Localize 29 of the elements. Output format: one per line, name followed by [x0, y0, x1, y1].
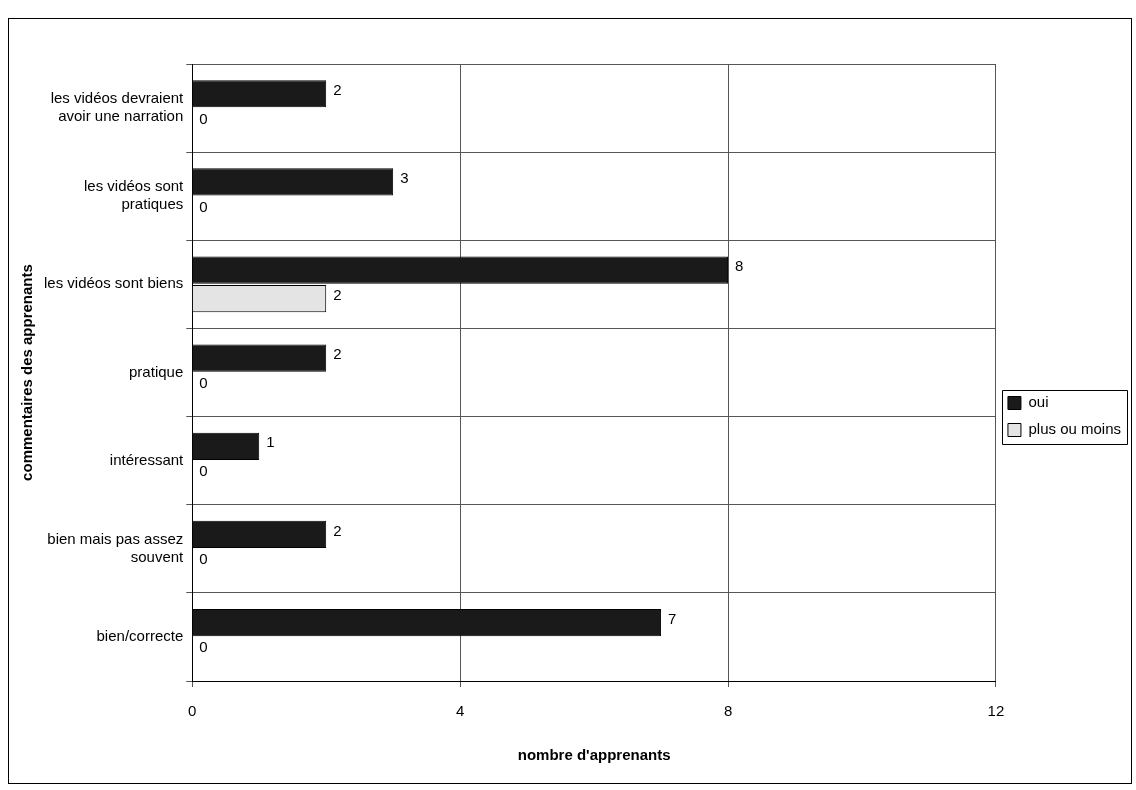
data-label: 1 [266, 433, 275, 451]
data-label: 7 [668, 609, 677, 627]
data-label: 0 [199, 550, 208, 568]
y-tick-label: bien/correcte [96, 627, 184, 645]
data-label: 0 [199, 638, 208, 656]
data-label: 3 [400, 169, 409, 187]
y-tick-label: bien mais pas assez souvent [47, 529, 185, 565]
y-tick-label: les vidéos devraient avoir une narration [50, 89, 185, 125]
data-label: 8 [735, 257, 744, 275]
data-label: 2 [333, 80, 342, 98]
y-tick-label: les vidéos sont pratiques [84, 177, 185, 213]
data-label: 2 [333, 345, 342, 363]
x-tick-label: 4 [455, 702, 465, 720]
data-label: 0 [199, 197, 208, 215]
x-tick-label: 12 [987, 702, 1005, 720]
data-label: 2 [333, 285, 342, 303]
y-axis-title: commentaires des apprenants [18, 264, 36, 481]
data-label: 2 [333, 521, 342, 539]
x-tick-label: 8 [723, 702, 733, 720]
data-label: 0 [199, 373, 208, 391]
x-tick-label: 0 [188, 702, 197, 720]
legend-label: plus ou moins [1028, 420, 1122, 438]
y-tick-label: intéressant [109, 450, 185, 468]
y-tick-label: pratique [129, 362, 184, 380]
x-axis-title: nombre d'apprenants [517, 746, 671, 764]
y-tick-label: les vidéos sont biens [44, 274, 184, 292]
data-label: 0 [199, 462, 208, 480]
data-label: 0 [199, 109, 208, 127]
legend-label: oui [1028, 393, 1049, 411]
